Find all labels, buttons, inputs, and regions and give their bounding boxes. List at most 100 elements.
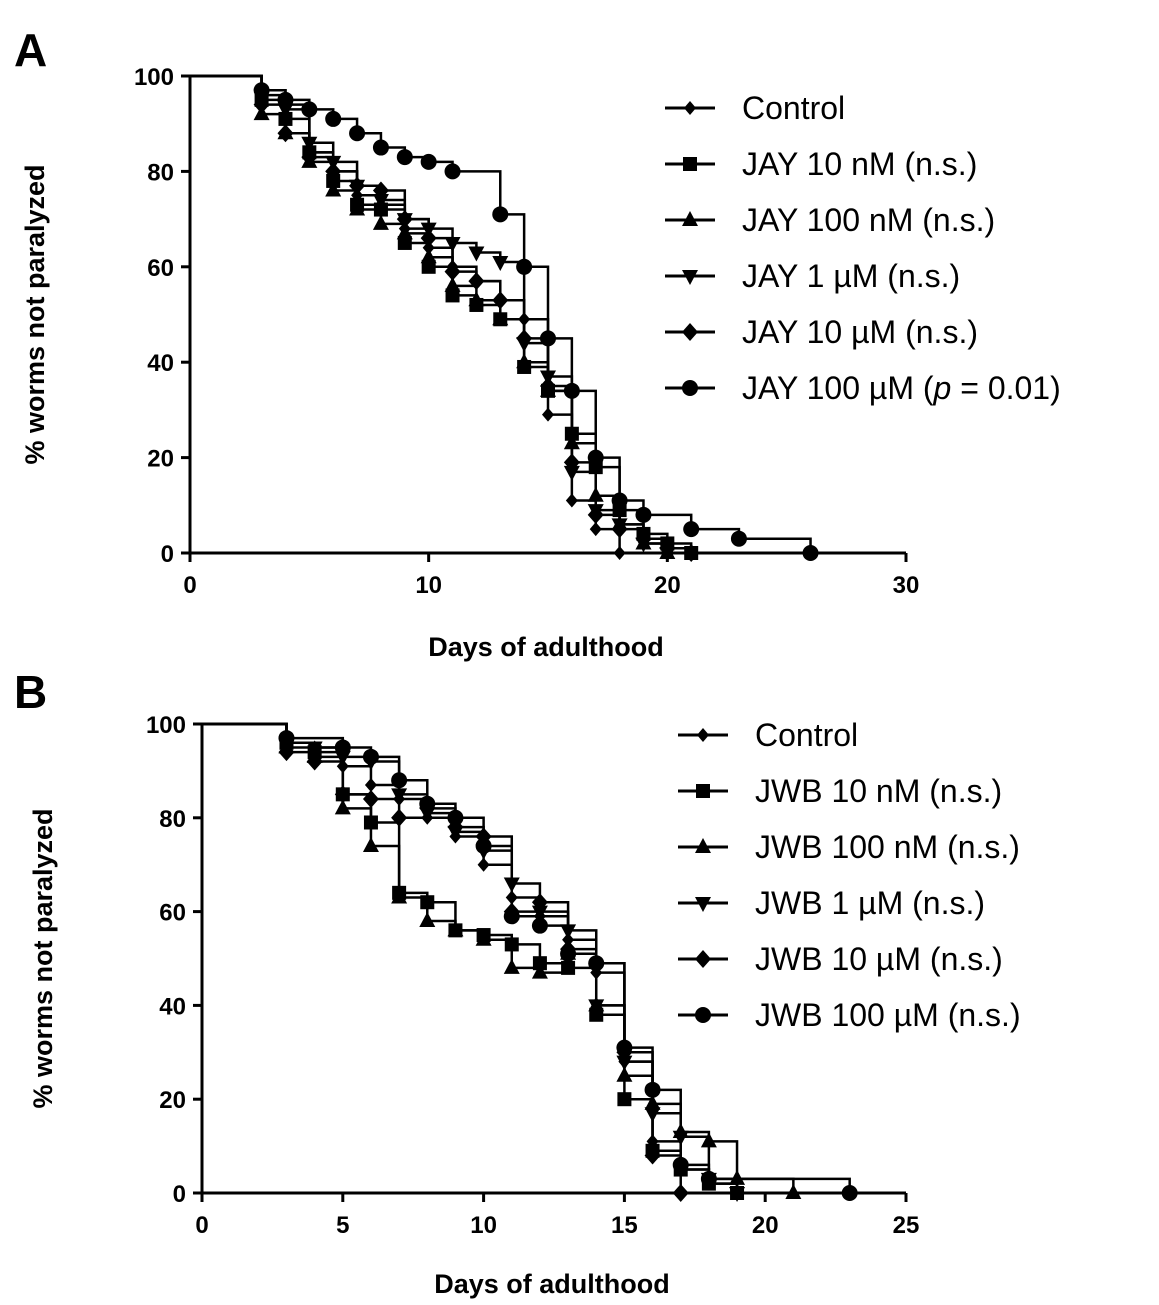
data-point bbox=[277, 91, 294, 108]
data-point bbox=[396, 224, 413, 240]
data-point bbox=[492, 256, 509, 272]
series-2 bbox=[202, 722, 745, 1200]
y-tick-label: 0 bbox=[173, 1181, 186, 1208]
legend-marker bbox=[695, 950, 711, 968]
data-point bbox=[349, 125, 366, 142]
y-tick-label: 80 bbox=[147, 159, 174, 186]
data-point bbox=[729, 1187, 746, 1202]
data-point bbox=[306, 741, 323, 757]
x-tick-label: 10 bbox=[415, 572, 442, 599]
panel-b-chart: B 0 20 40 60 80 100 0 5 10 15 20 25 Days of adulthood… bbox=[14, 666, 1021, 1299]
series-line bbox=[190, 74, 693, 553]
data-point bbox=[253, 95, 270, 114]
data-point bbox=[334, 785, 351, 804]
legend-label: JWB 1 µM (n.s.) bbox=[755, 885, 985, 921]
data-point bbox=[635, 506, 652, 523]
legend-marker bbox=[695, 1007, 711, 1023]
legend-marker bbox=[696, 784, 710, 798]
data-point bbox=[540, 377, 556, 396]
data-point bbox=[349, 176, 366, 195]
data-point bbox=[700, 1170, 717, 1187]
data-point bbox=[301, 101, 318, 118]
data-point bbox=[278, 743, 295, 762]
series-line bbox=[202, 722, 739, 1193]
data-point bbox=[672, 1156, 689, 1173]
data-point bbox=[421, 259, 436, 274]
data-point bbox=[372, 181, 389, 200]
panel-letter: A bbox=[14, 24, 47, 76]
data-point bbox=[611, 520, 628, 539]
data-point bbox=[563, 382, 580, 399]
legend-label: Control bbox=[755, 717, 858, 753]
data-point bbox=[362, 748, 379, 765]
x-tick-label: 0 bbox=[183, 572, 196, 599]
legend-marker bbox=[682, 270, 698, 285]
data-point bbox=[447, 921, 464, 937]
series-line bbox=[190, 74, 693, 553]
data-point bbox=[444, 276, 461, 292]
legend-marker bbox=[682, 211, 698, 226]
y-tick-label: 40 bbox=[159, 993, 186, 1020]
y-tick-label: 0 bbox=[161, 541, 174, 568]
data-point bbox=[785, 1184, 802, 1199]
y-tick-label: 100 bbox=[134, 64, 174, 91]
data-point bbox=[397, 235, 412, 250]
y-tick-label: 40 bbox=[147, 350, 174, 377]
legend-marker bbox=[695, 897, 711, 912]
data-point bbox=[306, 752, 323, 771]
legend-marker bbox=[682, 323, 698, 341]
data-point bbox=[644, 1146, 661, 1165]
legend-marker bbox=[684, 101, 696, 115]
data-point bbox=[277, 124, 294, 143]
data-point bbox=[613, 546, 626, 560]
data-point bbox=[492, 206, 509, 223]
data-point bbox=[391, 888, 408, 904]
data-point bbox=[841, 1185, 858, 1201]
data-point bbox=[325, 110, 342, 127]
data-point bbox=[588, 999, 605, 1015]
data-point bbox=[396, 149, 413, 166]
data-point bbox=[635, 529, 652, 548]
data-point bbox=[396, 210, 413, 229]
data-point bbox=[301, 148, 318, 167]
series-3 bbox=[190, 74, 676, 559]
series-line bbox=[202, 722, 682, 1193]
data-point bbox=[516, 329, 533, 348]
data-point bbox=[362, 836, 379, 852]
data-point bbox=[372, 139, 389, 156]
series-1 bbox=[190, 74, 626, 560]
data-point bbox=[659, 539, 676, 558]
data-point bbox=[503, 958, 520, 974]
data-point bbox=[445, 288, 460, 303]
x-tick-label: 20 bbox=[752, 1212, 779, 1239]
legend-label: JAY 100 nM (n.s.) bbox=[742, 202, 995, 238]
data-point bbox=[468, 272, 485, 291]
data-point bbox=[447, 809, 464, 826]
data-point bbox=[334, 750, 351, 766]
x-tick-label: 30 bbox=[893, 572, 920, 599]
data-point bbox=[563, 453, 580, 472]
legend-label: JWB 100 µM (n.s.) bbox=[755, 997, 1021, 1033]
series-1 bbox=[202, 722, 744, 1200]
data-point bbox=[563, 465, 580, 481]
series-6 bbox=[190, 74, 819, 561]
data-point bbox=[531, 893, 548, 912]
data-point bbox=[372, 214, 389, 230]
series-2 bbox=[190, 74, 699, 560]
y-tick-label: 80 bbox=[159, 806, 186, 833]
data-point bbox=[540, 330, 556, 347]
data-point bbox=[468, 246, 485, 262]
data-point bbox=[444, 163, 461, 180]
data-point bbox=[278, 730, 295, 747]
legend-marker bbox=[682, 380, 698, 396]
data-point bbox=[531, 905, 548, 921]
series-line bbox=[202, 722, 739, 1193]
data-point bbox=[419, 911, 436, 927]
data-point bbox=[334, 799, 351, 815]
data-point bbox=[644, 1081, 661, 1098]
data-point bbox=[325, 162, 342, 181]
data-point bbox=[588, 955, 605, 972]
data-point bbox=[516, 258, 533, 275]
x-tick-label: 5 bbox=[336, 1212, 349, 1239]
data-point bbox=[349, 200, 366, 216]
